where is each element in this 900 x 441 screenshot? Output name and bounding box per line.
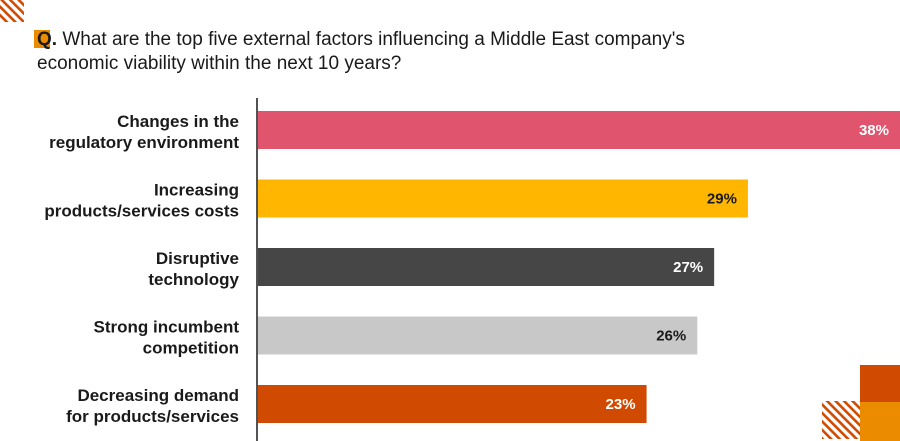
- bottom-right-dark-orange-square: [860, 365, 900, 402]
- bar-4: [258, 316, 698, 355]
- question-text: Q. What are the top five external factor…: [34, 28, 757, 76]
- bar-value-label: 29%: [707, 191, 737, 208]
- bar-value-label: 38%: [859, 122, 889, 139]
- category-label: Decreasing demand for products/services: [66, 386, 239, 426]
- bar-3: [258, 248, 715, 286]
- bar-2: [258, 179, 748, 218]
- bottom-right-orange-square: [860, 402, 900, 441]
- orange-square-icon: [34, 30, 50, 48]
- category-label: Increasing products/services costs: [44, 181, 239, 221]
- bar-value-label: 26%: [656, 328, 686, 345]
- bar-value-label: 27%: [673, 259, 703, 276]
- top-left-stripe-decoration: [0, 0, 24, 22]
- bar-1: [258, 111, 900, 149]
- question-marker: Q.: [34, 28, 57, 52]
- question-body: What are the top five external factors i…: [37, 29, 685, 74]
- category-label: Disruptive technology: [148, 249, 239, 289]
- bar-value-label: 23%: [606, 396, 636, 413]
- bottom-right-stripe-decoration: [822, 401, 860, 439]
- category-label: Strong incumbent competition: [94, 318, 240, 358]
- bars-group: 38% Changes in the regulatory environment 2…: [44, 111, 900, 426]
- bar-5: [258, 385, 647, 423]
- category-label: Changes in the regulatory environment: [49, 112, 239, 152]
